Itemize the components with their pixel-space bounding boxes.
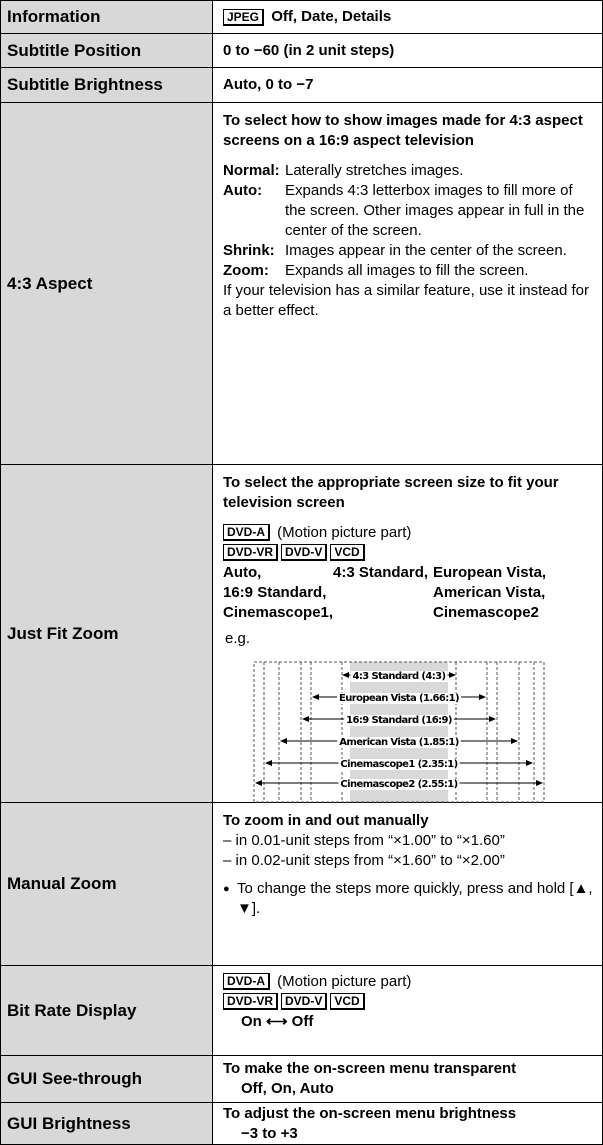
note: If your television has a similar feature…	[223, 282, 590, 319]
frame-lines	[253, 661, 545, 803]
mode: Auto,	[223, 564, 262, 581]
row-label: Subtitle Position	[1, 34, 213, 67]
bullet-item: ● To change the steps more quickly, press…	[223, 879, 594, 919]
diagram-label: Cinemascope2 (2.55:1)	[340, 779, 457, 790]
diagram-label: 4:3 Standard (4:3)	[353, 671, 446, 682]
desc: Expands all images to fill the screen.	[285, 262, 529, 279]
options: Normal: Laterally stretches images. Auto:…	[223, 161, 594, 281]
intro: To make the on-screen menu transparent	[223, 1060, 517, 1077]
row-label: Bit Rate Display	[1, 966, 213, 1055]
value-text: 0 to −60 (in 2 unit steps)	[223, 41, 395, 59]
row: Subtitle Position 0 to −60 (in 2 unit st…	[0, 34, 603, 68]
mode: 16:9 Standard,	[223, 584, 327, 601]
key-badge: VCD	[330, 993, 365, 1010]
setting: −3 to +3	[241, 1125, 298, 1142]
label-bg	[338, 759, 460, 770]
term: Auto:	[223, 182, 263, 199]
step-line: – in 0.02-unit steps from “×1.60” to “×2…	[223, 852, 505, 869]
step-line: – in 0.01-unit steps from “×1.00” to “×1…	[223, 832, 505, 849]
row: 4:3 Aspect To select how to show images …	[0, 103, 603, 465]
term: Shrink:	[223, 242, 275, 259]
key-badge: DVD-A	[223, 524, 270, 541]
row: Information JPEG Off, Date, Details	[0, 0, 603, 34]
row-content: DVD-A (Motion picture part) DVD-VR DVD-V V…	[213, 966, 602, 1055]
row-label: Just Fit Zoom	[1, 465, 213, 802]
disc-line: DVD-A (Motion picture part)	[223, 972, 594, 992]
row-label: GUI See-through	[1, 1056, 213, 1102]
intro: To adjust the on-screen menu brightness	[223, 1105, 517, 1122]
disc-line: DVD-VR DVD-V VCD	[223, 992, 594, 1012]
row: GUI See-through To make the on-screen me…	[0, 1056, 603, 1103]
intro: To select how to show images made for 4:…	[223, 112, 583, 149]
row-content: Auto, 0 to −7	[213, 68, 602, 102]
row-content: To select how to show images made for 4:…	[213, 103, 602, 464]
term: Normal:	[223, 162, 280, 179]
aspect-diagram: 4:3 Standard (4:3) European Vista (1.66:1…	[253, 661, 545, 803]
disc-line: DVD-A (Motion picture part)	[223, 523, 594, 543]
disc-line: DVD-VR DVD-V VCD	[223, 543, 594, 563]
example: e.g.	[225, 630, 251, 647]
desc: Expands 4:3 letterbox images to fill mor…	[285, 182, 585, 239]
mode: 4:3 Standard,	[333, 564, 429, 581]
row-label: Subtitle Brightness	[1, 68, 213, 102]
intro: To zoom in and out manually	[223, 812, 429, 829]
mode: American Vista,	[433, 584, 546, 601]
desc: Images appear in the center of the scree…	[285, 242, 567, 259]
diagram-label: 16:9 Standard (16:9)	[346, 715, 452, 726]
row-content: To make the on-screen menu transparent O…	[213, 1056, 602, 1102]
label-bg	[337, 693, 462, 704]
key-badge: DVD-V	[281, 544, 328, 561]
label-bg	[338, 779, 460, 790]
label-bg	[337, 737, 461, 748]
key-badge: DVD-V	[281, 993, 328, 1010]
setting: On ⟷ Off	[241, 1013, 314, 1030]
mode: Cinemascope2	[433, 604, 539, 621]
term: Zoom:	[223, 262, 269, 279]
mode: European Vista,	[433, 564, 547, 581]
intro: To select the appropriate screen size to…	[223, 474, 559, 511]
row-content: To adjust the on-screen menu brightness …	[213, 1103, 602, 1144]
row: Manual Zoom To zoom in and out manually …	[0, 803, 603, 966]
label-bg	[350, 671, 448, 682]
row-label: Manual Zoom	[1, 803, 213, 965]
key-badge: DVD-VR	[223, 993, 279, 1010]
key-badge: JPEG	[223, 8, 265, 26]
row-label: GUI Brightness	[1, 1103, 213, 1144]
modes: Auto, 4:3 Standard, European Vista, 16:9 S…	[223, 563, 594, 623]
label-bg	[344, 715, 454, 726]
row: Subtitle Brightness Auto, 0 to −7	[0, 68, 603, 103]
disc-note: (Motion picture part)	[277, 524, 412, 541]
key-badge: DVD-VR	[223, 544, 279, 561]
desc: Laterally stretches images.	[285, 162, 464, 179]
value-text: Off, Date, Details	[271, 8, 392, 25]
row-content: To select the appropriate screen size to…	[213, 465, 602, 803]
setting: Off, On, Auto	[241, 1080, 334, 1097]
value-text: Auto, 0 to −7	[223, 76, 314, 93]
bullet-text: To change the steps more quickly, press …	[237, 880, 593, 917]
diagram-label: Cinemascope1 (2.35:1)	[340, 759, 457, 770]
mode: Cinemascope1,	[223, 604, 334, 621]
row-label: Information	[1, 1, 213, 33]
row-content: To zoom in and out manually – in 0.01-un…	[213, 803, 602, 965]
row-content: JPEG Off, Date, Details	[213, 1, 602, 33]
key-badge: VCD	[330, 544, 365, 561]
row-content: 0 to −60 (in 2 unit steps)	[213, 34, 602, 67]
diagram-label: American Vista (1.85:1)	[339, 737, 459, 748]
row: Just Fit Zoom To select the appropriate …	[0, 465, 603, 803]
center-band	[350, 662, 448, 802]
row: GUI Brightness To adjust the on-screen m…	[0, 1103, 603, 1145]
disc-note: (Motion picture part)	[277, 973, 412, 990]
diagram-label: European Vista (1.66:1)	[339, 693, 459, 704]
bullet: ●	[223, 883, 230, 895]
row-label: 4:3 Aspect	[1, 103, 213, 464]
row: Bit Rate Display DVD-A (Motion picture p…	[0, 966, 603, 1056]
key-badge: DVD-A	[223, 973, 270, 990]
